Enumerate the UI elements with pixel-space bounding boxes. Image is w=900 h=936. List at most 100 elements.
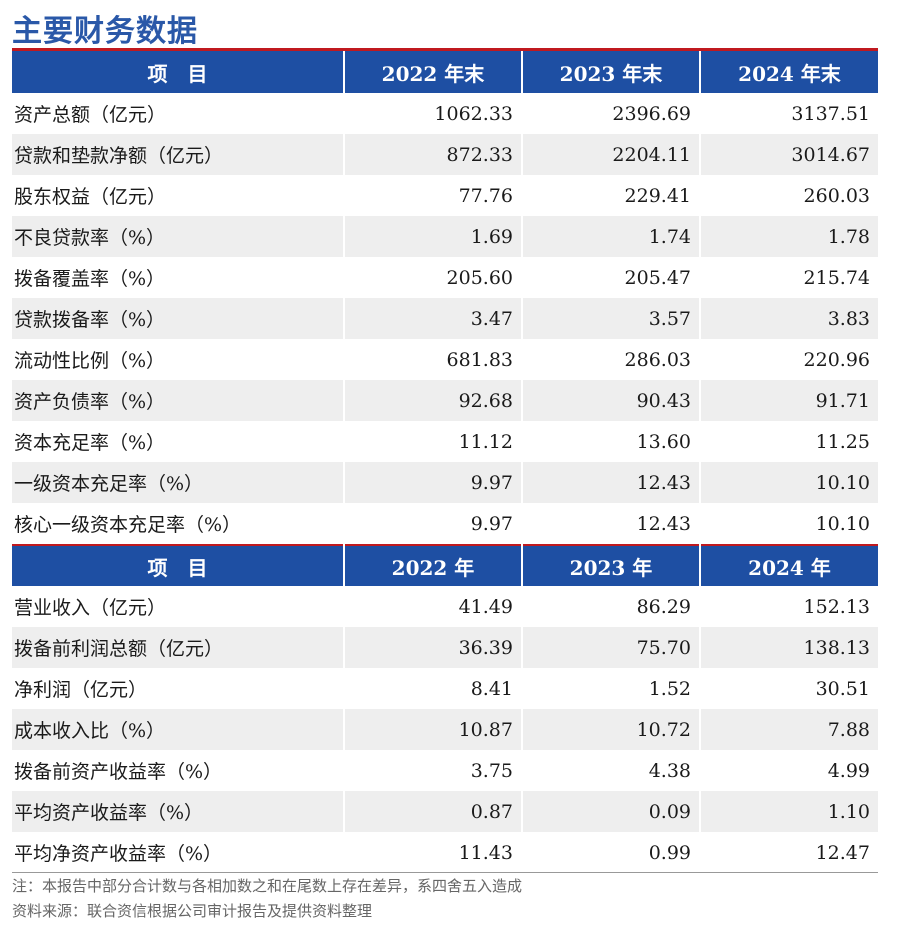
header-year: 2024 年 (699, 544, 878, 586)
row-label: 营业收入（亿元） (14, 597, 167, 619)
row-value: 10.10 (699, 462, 878, 503)
row-label: 平均净资产收益率（%） (14, 843, 223, 865)
row-value: 205.47 (521, 257, 700, 298)
table-row: 贷款和垫款净额（亿元） 872.33 2204.11 3014.67 (12, 134, 878, 175)
table-row: 平均净资产收益率（%） 11.43 0.99 12.47 (12, 832, 878, 873)
row-value: 36.39 (343, 627, 522, 668)
row-value: 0.99 (521, 832, 700, 873)
table-row: 资产总额（亿元） 1062.33 2396.69 3137.51 (12, 93, 878, 134)
table-row: 流动性比例（%） 681.83 286.03 220.96 (12, 339, 878, 380)
row-value: 75.70 (521, 627, 700, 668)
table-notes: 注：本报告中部分合计数与各相加数之和在尾数上存在差异，系四舍五入造成 资料来源：… (12, 874, 522, 924)
row-value: 91.71 (699, 380, 878, 421)
table-row: 核心一级资本充足率（%） 9.97 12.43 10.10 (12, 503, 878, 545)
row-value: 1.74 (521, 216, 700, 257)
row-value: 2204.11 (521, 134, 700, 175)
header-item: 项 目 (12, 48, 344, 93)
header-year: 2022 年末 (343, 48, 522, 93)
row-value: 229.41 (521, 175, 700, 216)
row-value: 10.10 (699, 503, 878, 545)
header-year: 2023 年 (521, 544, 700, 586)
row-value: 0.09 (521, 791, 700, 832)
row-value: 3.57 (521, 298, 700, 339)
row-value: 10.72 (521, 709, 700, 750)
row-label: 拨备覆盖率（%） (14, 268, 166, 290)
row-value: 41.49 (343, 586, 522, 627)
row-value: 8.41 (343, 668, 522, 709)
row-value: 1.52 (521, 668, 700, 709)
header-year: 2023 年末 (521, 48, 700, 93)
row-value: 138.13 (699, 627, 878, 668)
row-value: 92.68 (343, 380, 522, 421)
row-value: 286.03 (521, 339, 700, 380)
table-row: 资本充足率（%） 11.12 13.60 11.25 (12, 421, 878, 462)
note-source: 资料来源：联合资信根据公司审计报告及提供资料整理 (12, 902, 373, 920)
row-value: 1.10 (699, 791, 878, 832)
table-row: 不良贷款率（%） 1.69 1.74 1.78 (12, 216, 878, 257)
row-value: 13.60 (521, 421, 700, 462)
row-label: 成本收入比（%） (12, 709, 344, 750)
row-label: 股东权益（亿元） (14, 186, 167, 208)
row-label: 拨备前资产收益率（%） (14, 761, 223, 783)
row-value: 3.47 (343, 298, 522, 339)
row-value: 0.87 (343, 791, 522, 832)
row-value: 152.13 (699, 586, 878, 627)
table-bottom-rule (12, 872, 878, 873)
note-rounding: 注：本报告中部分合计数与各相加数之和在尾数上存在差异，系四舍五入造成 (12, 877, 523, 895)
row-value: 90.43 (521, 380, 700, 421)
row-value: 1.78 (699, 216, 878, 257)
row-value: 12.43 (521, 462, 700, 503)
row-value: 4.38 (521, 750, 700, 791)
table-row: 资产负债率（%） 92.68 90.43 91.71 (12, 380, 878, 421)
row-value: 205.60 (343, 257, 522, 298)
row-value: 77.76 (343, 175, 522, 216)
row-value: 7.88 (699, 709, 878, 750)
header-item: 项 目 (12, 544, 344, 586)
row-value: 3137.51 (699, 93, 878, 134)
table-row: 一级资本充足率（%） 9.97 12.43 10.10 (12, 462, 878, 503)
row-value: 220.96 (699, 339, 878, 380)
row-value: 1062.33 (343, 93, 522, 134)
table-row: 拨备前资产收益率（%） 3.75 4.38 4.99 (12, 750, 878, 791)
page-title: 主要财务数据 (12, 14, 198, 49)
row-value: 2396.69 (521, 93, 700, 134)
table-row: 成本收入比（%） 10.87 10.72 7.88 (12, 709, 878, 750)
table-row: 拨备覆盖率（%） 205.60 205.47 215.74 (12, 257, 878, 298)
row-label: 贷款拨备率（%） (12, 298, 344, 339)
row-value: 260.03 (699, 175, 878, 216)
header-year: 2024 年末 (699, 48, 878, 93)
table-row: 营业收入（亿元） 41.49 86.29 152.13 (12, 586, 878, 627)
row-value: 86.29 (521, 586, 700, 627)
row-value: 12.43 (521, 503, 700, 545)
row-value: 12.47 (699, 832, 878, 873)
row-label: 核心一级资本充足率（%） (14, 514, 242, 536)
row-label: 资产总额（亿元） (14, 104, 167, 126)
row-label: 资本充足率（%） (14, 432, 166, 454)
row-value: 30.51 (699, 668, 878, 709)
row-label: 净利润（亿元） (14, 679, 148, 701)
table-row: 净利润（亿元） 8.41 1.52 30.51 (12, 668, 878, 709)
row-value: 11.25 (699, 421, 878, 462)
row-value: 11.12 (343, 421, 522, 462)
row-value: 4.99 (699, 750, 878, 791)
row-label: 流动性比例（%） (14, 350, 166, 372)
table-header-row: 项 目 2022 年 2023 年 2024 年 (12, 544, 878, 586)
row-value: 9.97 (343, 503, 522, 545)
row-label: 资产负债率（%） (12, 380, 344, 421)
row-label: 平均资产收益率（%） (12, 791, 344, 832)
row-label: 贷款和垫款净额（亿元） (12, 134, 344, 175)
table-row: 拨备前利润总额（亿元） 36.39 75.70 138.13 (12, 627, 878, 668)
table-row: 平均资产收益率（%） 0.87 0.09 1.10 (12, 791, 878, 832)
table-row: 贷款拨备率（%） 3.47 3.57 3.83 (12, 298, 878, 339)
row-value: 681.83 (343, 339, 522, 380)
table-row: 股东权益（亿元） 77.76 229.41 260.03 (12, 175, 878, 216)
row-value: 9.97 (343, 462, 522, 503)
table-header-row: 项 目 2022 年末 2023 年末 2024 年末 (12, 48, 878, 93)
row-value: 872.33 (343, 134, 522, 175)
row-label: 一级资本充足率（%） (12, 462, 344, 503)
row-value: 3.75 (343, 750, 522, 791)
row-value: 11.43 (343, 832, 522, 873)
row-label: 拨备前利润总额（亿元） (12, 627, 344, 668)
row-value: 3.83 (699, 298, 878, 339)
header-year: 2022 年 (343, 544, 522, 586)
